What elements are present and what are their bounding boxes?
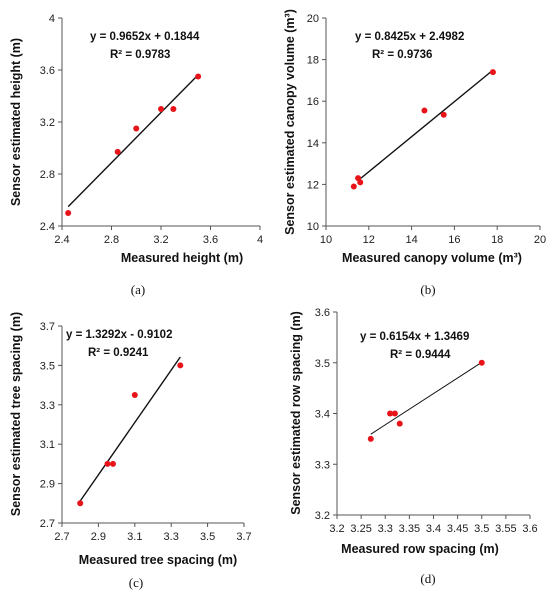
trendline	[357, 69, 494, 182]
x-tick-label: 3.45	[447, 523, 468, 535]
data-point	[109, 460, 116, 467]
x-tick-label: 20	[534, 234, 546, 246]
panel-d: y = 0.6154x + 1.3469 R² = 0.9444 Measure…	[289, 307, 538, 586]
data-point	[387, 410, 394, 417]
y-tick-label: 3.3	[40, 400, 55, 412]
r-squared-label: R² = 0.9444	[390, 349, 451, 361]
y-tick-label: 3.2	[40, 117, 55, 129]
x-tick-label: 3.55	[495, 523, 516, 535]
panel-caption: (a)	[131, 282, 145, 297]
y-tick-label: 4	[49, 13, 55, 25]
r-squared-label: R² = 0.9241	[88, 347, 149, 359]
equation-label: y = 0.8425x + 2.4982	[355, 31, 464, 43]
x-tick-label: 18	[491, 234, 503, 246]
data-point	[65, 210, 72, 216]
data-point	[170, 106, 177, 112]
data-point	[177, 362, 184, 369]
y-tick-label: 2.4	[40, 221, 55, 233]
y-tick-label: 14	[307, 138, 319, 150]
y-axis-label: Sensor estimated row spacing (m)	[289, 311, 303, 515]
y-tick-label: 16	[307, 96, 319, 108]
y-tick-label: 3.7	[40, 321, 55, 333]
x-axis-label: Measured tree spacing (m)	[79, 553, 237, 567]
x-tick-label: 3.7	[236, 531, 251, 543]
data-point	[357, 179, 364, 186]
data-point	[158, 106, 164, 112]
x-tick-label: 2.9	[91, 531, 106, 543]
x-axis-label: Measured height (m)	[121, 251, 243, 265]
y-tick-label: 3.4	[315, 409, 330, 421]
trendline	[67, 74, 199, 208]
x-tick-label: 3.35	[399, 523, 420, 535]
data-point	[489, 69, 496, 76]
r-squared-label: R² = 0.9783	[110, 49, 170, 61]
x-tick-label: 3.4	[426, 523, 441, 535]
r-squared-label: R² = 0.9736	[372, 49, 432, 61]
panel-caption: (c)	[129, 575, 143, 590]
panel-b: y = 0.8425x + 2.4982 R² = 0.9736 Measure…	[283, 9, 546, 297]
data-point	[396, 420, 403, 427]
y-tick-label: 2.9	[40, 479, 55, 491]
equation-label: y = 0.9652x + 0.1844	[90, 31, 200, 43]
panel-caption: (d)	[420, 571, 435, 586]
data-point	[195, 73, 202, 80]
x-tick-label: 3.6	[522, 523, 537, 535]
y-tick-label: 3.6	[40, 65, 55, 77]
data-point	[133, 125, 140, 132]
y-tick-label: 3.2	[315, 510, 330, 522]
x-tick-label: 2.8	[104, 234, 119, 246]
panel-c: y = 1.3292x - 0.9102 R² = 0.9241 Measure…	[9, 312, 252, 590]
y-tick-label: 3.3	[315, 459, 330, 471]
x-tick-label: 3.3	[378, 523, 393, 535]
trendline	[370, 361, 483, 435]
x-tick-label: 3.5	[200, 531, 215, 543]
x-tick-label: 3.1	[127, 531, 142, 543]
data-point	[104, 460, 111, 467]
trendline	[79, 356, 181, 502]
x-tick-label: 10	[320, 234, 332, 246]
y-tick-label: 20	[307, 13, 319, 25]
x-axis-label: Measured canopy volume (m³)	[342, 251, 522, 265]
equation-label: y = 1.3292x - 0.9102	[66, 329, 172, 341]
data-point	[131, 391, 138, 398]
x-tick-label: 3.6	[203, 234, 218, 246]
x-tick-label: 16	[448, 234, 460, 246]
x-axis-label: Measured row spacing (m)	[341, 542, 499, 556]
data-point	[421, 107, 428, 114]
y-tick-label: 3.1	[40, 439, 55, 451]
data-point	[391, 410, 398, 417]
panel-caption: (b)	[420, 282, 435, 297]
data-point	[478, 359, 485, 366]
panel-a: y = 0.9652x + 0.1844 R² = 0.9783 Measure…	[9, 13, 263, 297]
data-point	[77, 500, 84, 507]
data-point	[367, 435, 374, 442]
y-tick-label: 12	[307, 179, 319, 191]
y-tick-label: 2.8	[40, 169, 55, 181]
x-tick-label: 3.2	[153, 234, 168, 246]
y-tick-label: 3.6	[315, 307, 330, 319]
y-tick-label: 18	[307, 55, 319, 67]
y-axis-label: Sensor estimated height (m)	[9, 38, 23, 206]
y-tick-label: 3.5	[40, 360, 55, 372]
data-point	[440, 111, 447, 118]
y-axis-label: Sensor estimated canopy volume (m³)	[283, 9, 297, 235]
x-tick-label: 3.3	[164, 531, 179, 543]
x-tick-label: 3.5	[474, 523, 489, 535]
x-tick-label: 2.4	[54, 234, 69, 246]
y-tick-label: 10	[307, 221, 319, 233]
x-tick-label: 4	[257, 234, 263, 246]
x-tick-label: 14	[405, 234, 417, 246]
x-tick-label: 3.2	[329, 523, 344, 535]
x-tick-label: 12	[363, 234, 375, 246]
x-tick-label: 2.7	[54, 531, 69, 543]
equation-label: y = 0.6154x + 1.3469	[360, 331, 469, 343]
y-tick-label: 2.7	[40, 518, 55, 530]
y-axis-label: Sensor estimated tree spacing (m)	[9, 312, 23, 516]
data-point	[350, 183, 357, 190]
y-tick-label: 3.5	[315, 358, 330, 370]
data-point	[114, 148, 121, 155]
x-tick-label: 3.25	[350, 523, 371, 535]
